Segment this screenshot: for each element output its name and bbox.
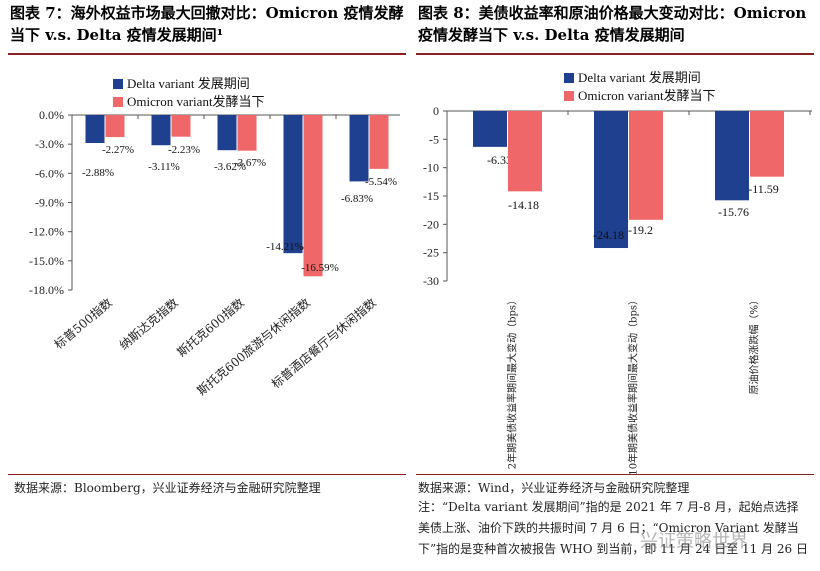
y-tick-label: -20 [423, 217, 439, 231]
data-label-delta: -6.33 [487, 153, 512, 167]
data-label-delta: -3.62% [214, 161, 246, 173]
bar-omicron [508, 111, 542, 192]
y-tick-label: -25 [423, 246, 439, 260]
legend-label-delta: Delta variant 发展期间 [127, 76, 250, 91]
x-category-label: 斯托克600旅游与休闲指数 [194, 295, 313, 398]
x-category-label: 10年期美债收益率期间最大变动（bps） [627, 295, 640, 476]
data-label-delta: -6.83% [341, 193, 373, 205]
y-tick-label: -9.0% [35, 196, 64, 210]
bar-omicron [629, 111, 663, 220]
right-chart-title: 图表 8：美债收益率和原油价格最大变动对比：Omicron 疫情发酵当下 v.s… [418, 4, 807, 44]
left-title-rule [8, 53, 406, 55]
y-tick-label: -5 [429, 132, 439, 146]
left-source-rule [8, 474, 406, 475]
right-source-text: 数据来源：Wind，兴业证券经济与金融研究院整理 [418, 481, 690, 495]
bar-omicron [237, 115, 257, 151]
data-label-omicron: -11.59 [748, 182, 779, 196]
y-tick-label: -10 [423, 161, 439, 175]
legend-swatch-delta [113, 79, 123, 89]
data-label-delta: -14.21% [266, 241, 304, 253]
y-tick-label: -12.0% [29, 225, 64, 239]
data-label-delta: -15.76 [718, 205, 749, 219]
bar-delta [217, 115, 237, 151]
legend-label-omicron: Omicron variant发酵当下 [127, 94, 265, 109]
data-label-omicron: -2.27% [102, 144, 134, 156]
left-source-text: 数据来源：Bloomberg，兴业证券经济与金融研究院整理 [14, 481, 321, 495]
data-label-omicron: -2.23% [168, 144, 200, 156]
bar-delta [283, 115, 303, 254]
y-tick-label: -30 [423, 274, 439, 288]
data-label-omicron: -3.67% [234, 157, 266, 169]
data-label-delta: -24.18 [593, 228, 624, 242]
y-tick-label: -6.0% [35, 166, 64, 180]
bar-omicron [171, 115, 191, 137]
data-label-delta: -3.11% [148, 161, 180, 173]
x-category-label: 2年期美债收益率期间最大变动（bps） [506, 295, 519, 469]
bar-omicron [369, 115, 389, 169]
watermark-text: 兴证策略世界 [640, 531, 748, 552]
legend-label-delta: Delta variant 发展期间 [578, 70, 701, 85]
y-tick-label: 0.0% [39, 108, 64, 122]
legend-swatch-delta [564, 73, 574, 83]
bar-omicron [750, 111, 784, 177]
data-label-omicron: -5.54% [365, 176, 397, 188]
bar-delta [473, 111, 507, 147]
bar-delta [85, 115, 105, 143]
data-label-omicron: -14.18 [508, 198, 539, 212]
right-source-rule [416, 474, 814, 475]
bar-delta [715, 111, 749, 201]
y-tick-label: -15.0% [29, 254, 64, 268]
bar-delta [349, 115, 369, 182]
legend-swatch-omicron [564, 91, 574, 101]
legend-label-omicron: Omicron variant发酵当下 [578, 88, 716, 103]
bar-delta [151, 115, 171, 146]
bar-omicron [303, 115, 323, 277]
x-category-label: 标普酒店餐厅与休闲指数 [268, 295, 379, 391]
legend-swatch-omicron [113, 97, 123, 107]
data-label-omicron: -19.2 [628, 223, 653, 237]
data-label-delta: -2.88% [82, 167, 114, 179]
data-label-omicron: -16.59% [301, 262, 339, 274]
right-title-rule [416, 53, 814, 55]
x-category-label: 斯托克600指数 [174, 295, 247, 360]
right-note-text: 注：“Delta variant 发展期间”指的是 2021 年 7 月-8 月… [418, 500, 808, 556]
bar-delta [594, 111, 628, 249]
x-category-label: 原油价格涨跌幅（%） [748, 295, 761, 395]
y-tick-label: 0 [433, 104, 439, 118]
bar-omicron [105, 115, 125, 138]
y-tick-label: -3.0% [35, 137, 64, 151]
y-tick-label: -15 [423, 189, 439, 203]
left-chart-title: 图表 7：海外权益市场最大回撤对比：Omicron 疫情发酵当下 v.s. De… [10, 4, 404, 44]
x-category-label: 标普500指数 [51, 295, 115, 352]
y-tick-label: -18.0% [29, 283, 64, 297]
x-category-label: 纳斯达克指数 [116, 295, 181, 353]
